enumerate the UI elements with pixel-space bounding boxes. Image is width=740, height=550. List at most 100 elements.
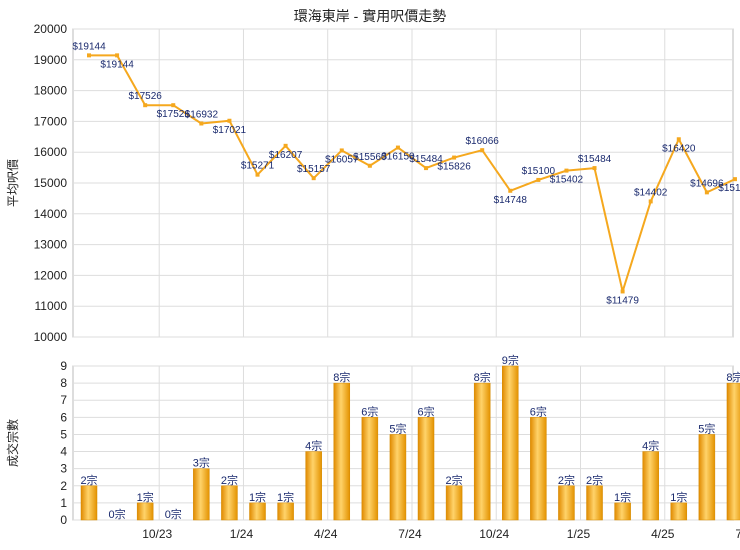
volume-bar [277, 502, 294, 521]
volume-bar [642, 451, 659, 521]
volume-bar [445, 485, 463, 521]
volume-bar [473, 382, 491, 521]
x-tick-label: 1/25 [567, 527, 591, 541]
volume-bar [80, 485, 98, 521]
volume-data-label: 4宗 [305, 439, 322, 453]
bar-y-tick-label: 4 [60, 445, 67, 459]
price-point [732, 177, 737, 182]
price-point [115, 53, 120, 58]
price-point [508, 188, 513, 193]
volume-bar [361, 417, 379, 521]
line-y-tick-label: 12000 [34, 268, 68, 282]
bar-y-tick-label: 2 [60, 479, 67, 493]
price-series-line [89, 54, 736, 293]
price-data-label: $16066 [466, 136, 500, 147]
line-y-tick-label: 10000 [34, 330, 68, 344]
price-point [564, 168, 569, 173]
volume-data-label: 2宗 [558, 473, 575, 487]
volume-data-label: 2宗 [586, 473, 603, 487]
price-data-label: $17526 [128, 91, 162, 102]
volume-data-label: 3宗 [193, 456, 210, 470]
price-data-label: $16932 [185, 109, 219, 120]
price-data-label: $16057 [325, 154, 359, 165]
volume-data-label: 2宗 [80, 473, 97, 487]
price-point [704, 190, 709, 195]
price-data-label: $15484 [578, 154, 612, 165]
volume-data-label: 5宗 [389, 421, 406, 435]
volume-data-label: 9宗 [502, 353, 519, 367]
volume-data-label: 1宗 [277, 490, 294, 504]
line-y-tick-label: 14000 [34, 207, 68, 221]
volume-data-label: 6宗 [417, 404, 434, 418]
price-data-label: $14402 [634, 187, 668, 198]
volume-bar [726, 382, 740, 521]
price-point [339, 148, 344, 153]
volume-data-label: 0宗 [165, 507, 182, 521]
volume-bar [530, 417, 547, 521]
volume-data-label: 1宗 [249, 490, 266, 504]
price-point [395, 145, 400, 150]
x-tick-label: 10/23 [142, 527, 172, 541]
volume-bar [670, 502, 688, 521]
price-data-label: $15100 [522, 166, 556, 177]
volume-data-label: 2宗 [221, 473, 238, 487]
volume-bar [502, 365, 519, 521]
price-point [480, 148, 485, 153]
bar-y-tick-label: 3 [60, 462, 67, 476]
volume-bar [614, 502, 631, 521]
price-point [536, 177, 541, 182]
price-data-label: $17021 [213, 125, 247, 136]
volume-bar [586, 485, 603, 521]
x-tick-label: 4/25 [651, 527, 675, 541]
line-y-tick-label: 16000 [34, 145, 68, 159]
x-tick-label: 1/24 [230, 527, 254, 541]
price-data-label: $14748 [494, 195, 528, 206]
price-point [648, 199, 653, 204]
volume-bar-panel: 0 1 2 3 4 5 6 7 8 9 10/23 1/24 4/24 7/24 10/24 1/25 4/25… [5, 353, 740, 541]
price-data-label: $15271 [241, 161, 275, 172]
price-data-label: $15125 [718, 183, 740, 194]
price-point [311, 176, 316, 181]
price-data-label: $19144 [72, 41, 106, 52]
bar-y-tick-label: 6 [60, 410, 67, 424]
price-point [676, 137, 681, 142]
volume-data-label: 8宗 [474, 370, 491, 384]
line-y-tick-label: 18000 [34, 84, 68, 98]
price-point [620, 289, 625, 294]
volume-bar [417, 417, 435, 521]
price-data-label: $15402 [550, 175, 584, 186]
bar-y-tick-label: 1 [60, 496, 67, 510]
line-y-tick-label: 20000 [34, 22, 68, 36]
price-point [424, 166, 429, 171]
price-point [592, 166, 597, 171]
price-line-panel: 10000 11000 12000 13000 14000 15000 16000 17000… [6, 22, 740, 344]
price-data-label: $15157 [297, 164, 331, 175]
volume-bar [305, 451, 322, 521]
volume-bar [221, 485, 238, 521]
volume-data-label: 4宗 [642, 439, 659, 453]
x-tick-label: 4/24 [314, 527, 338, 541]
price-point [283, 143, 288, 148]
price-point [367, 163, 372, 168]
price-data-label: $19144 [100, 59, 134, 70]
price-point [227, 118, 232, 123]
volume-data-label: 6宗 [361, 404, 378, 418]
price-data-label: $15560 [353, 152, 387, 163]
volume-bar [558, 485, 575, 521]
price-data-label: $11479 [606, 295, 639, 306]
price-point [143, 103, 148, 108]
price-data-label: $17526 [157, 109, 191, 120]
volume-bar [389, 434, 407, 521]
volume-bar [249, 502, 266, 521]
price-data-label: $16150 [381, 152, 415, 163]
volume-data-label: 6宗 [530, 404, 547, 418]
bar-y-tick-label: 9 [60, 359, 67, 373]
volume-data-label: 2宗 [446, 473, 463, 487]
volume-data-label: 8宗 [726, 370, 740, 384]
x-tick-label: 10/24 [479, 527, 509, 541]
price-data-label: $16420 [662, 143, 696, 154]
price-data-label: $15826 [437, 162, 471, 173]
line-y-tick-label: 13000 [34, 238, 68, 252]
